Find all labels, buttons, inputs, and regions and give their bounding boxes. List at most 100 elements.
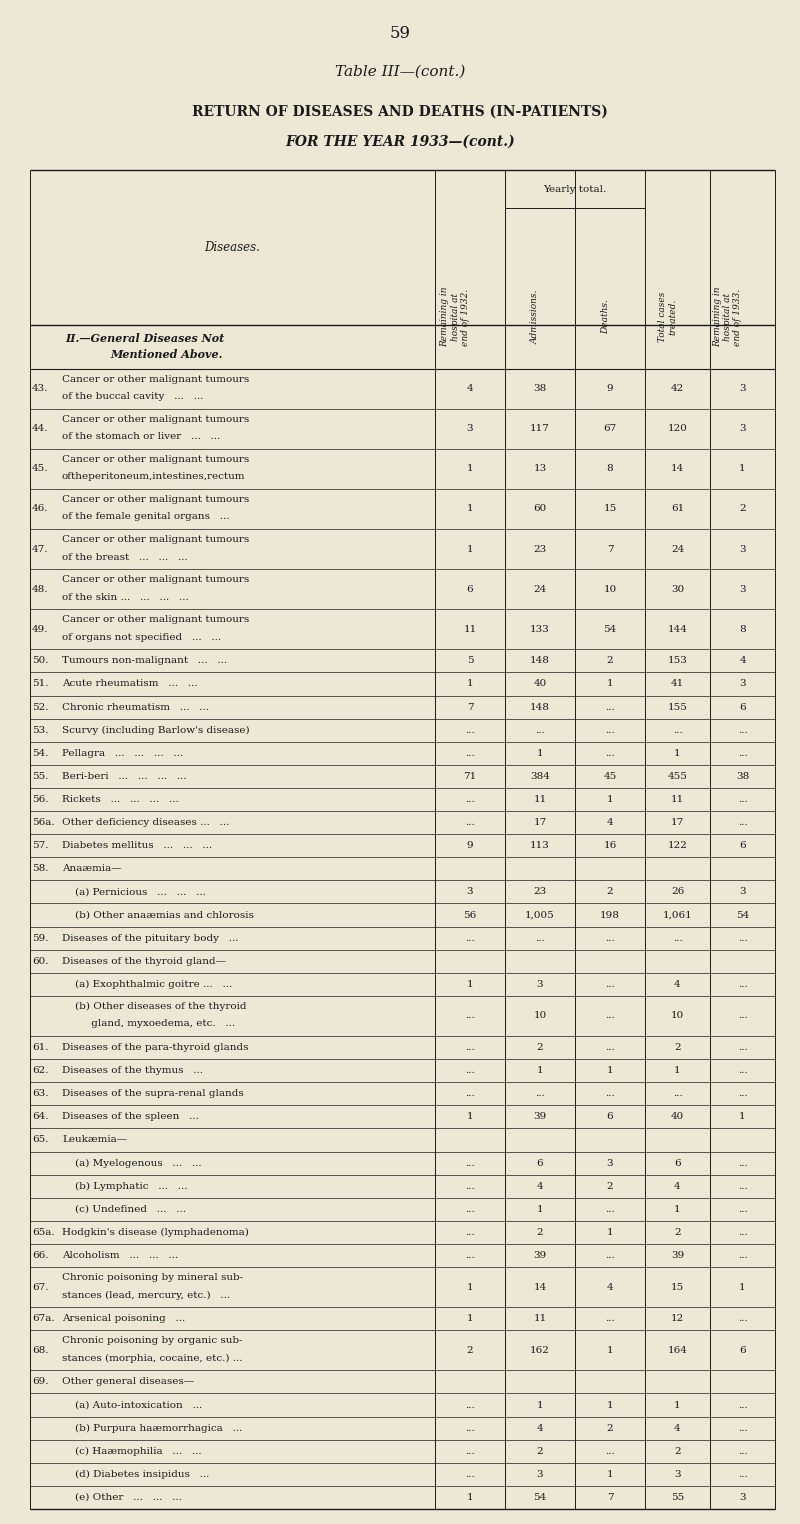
Text: 14: 14 bbox=[534, 1283, 546, 1292]
Text: 455: 455 bbox=[667, 773, 687, 780]
Text: Deaths.: Deaths. bbox=[601, 300, 610, 334]
Text: Leukæmia—: Leukæmia— bbox=[62, 1135, 127, 1145]
Text: Diseases of the para-thyroid glands: Diseases of the para-thyroid glands bbox=[62, 1042, 249, 1052]
Text: 6: 6 bbox=[674, 1158, 681, 1167]
Text: 39: 39 bbox=[534, 1113, 546, 1122]
Text: Yearly total.: Yearly total. bbox=[543, 184, 606, 194]
Text: ...: ... bbox=[738, 1012, 747, 1021]
Text: 60: 60 bbox=[534, 504, 546, 514]
Text: 1: 1 bbox=[674, 1205, 681, 1213]
Text: ...: ... bbox=[673, 934, 682, 943]
Text: ...: ... bbox=[738, 1228, 747, 1237]
Text: 1: 1 bbox=[606, 1228, 614, 1237]
Text: 1: 1 bbox=[466, 1283, 474, 1292]
Text: 7: 7 bbox=[606, 544, 614, 553]
Text: ...: ... bbox=[738, 1469, 747, 1478]
Text: ...: ... bbox=[535, 934, 545, 943]
Text: 6: 6 bbox=[466, 585, 474, 594]
Text: ...: ... bbox=[738, 1042, 747, 1052]
Text: ...: ... bbox=[465, 818, 475, 828]
Text: 4: 4 bbox=[739, 657, 746, 666]
Text: 1: 1 bbox=[466, 980, 474, 989]
Text: 59.: 59. bbox=[32, 934, 49, 943]
Text: stances (lead, mercury, etc.)   ...: stances (lead, mercury, etc.) ... bbox=[62, 1291, 230, 1300]
Text: ...: ... bbox=[605, 1205, 615, 1213]
Text: 15: 15 bbox=[671, 1283, 684, 1292]
Text: ...: ... bbox=[738, 1205, 747, 1213]
Text: 65.: 65. bbox=[32, 1135, 49, 1145]
Text: 1: 1 bbox=[606, 680, 614, 689]
Text: 2: 2 bbox=[674, 1042, 681, 1052]
Text: 1: 1 bbox=[606, 1067, 614, 1074]
Text: Cancer or other malignant tumours: Cancer or other malignant tumours bbox=[62, 616, 250, 625]
Text: 3: 3 bbox=[739, 384, 746, 393]
Text: Cancer or other malignant tumours: Cancer or other malignant tumours bbox=[62, 454, 250, 463]
Text: of organs not specified   ...   ...: of organs not specified ... ... bbox=[62, 632, 221, 642]
Text: 55: 55 bbox=[671, 1494, 684, 1503]
Text: ...: ... bbox=[465, 1181, 475, 1190]
Text: ...: ... bbox=[605, 1090, 615, 1099]
Text: 1,005: 1,005 bbox=[525, 910, 555, 919]
Text: 3: 3 bbox=[739, 887, 746, 896]
Text: 1: 1 bbox=[466, 1314, 474, 1323]
Text: 24: 24 bbox=[534, 585, 546, 594]
Text: ...: ... bbox=[738, 1067, 747, 1074]
Text: 4: 4 bbox=[674, 1423, 681, 1433]
Text: 5: 5 bbox=[466, 657, 474, 666]
Text: Remaining in
hospital at
end of 1933.: Remaining in hospital at end of 1933. bbox=[713, 287, 742, 347]
Text: 1: 1 bbox=[606, 1401, 614, 1410]
Text: 122: 122 bbox=[667, 841, 687, 850]
Text: 1: 1 bbox=[739, 1283, 746, 1292]
Text: 64.: 64. bbox=[32, 1113, 49, 1122]
Text: Chronic poisoning by mineral sub-: Chronic poisoning by mineral sub- bbox=[62, 1273, 243, 1282]
Text: ...: ... bbox=[465, 1067, 475, 1074]
Text: Other deficiency diseases ...   ...: Other deficiency diseases ... ... bbox=[62, 818, 230, 828]
Text: ...: ... bbox=[673, 725, 682, 735]
Text: ...: ... bbox=[605, 703, 615, 712]
Text: 14: 14 bbox=[671, 465, 684, 474]
Text: (c) Haæmophilia   ...   ...: (c) Haæmophilia ... ... bbox=[62, 1446, 202, 1455]
Text: 7: 7 bbox=[606, 1494, 614, 1503]
Text: 43.: 43. bbox=[32, 384, 49, 393]
Text: 11: 11 bbox=[534, 796, 546, 805]
Text: 2: 2 bbox=[537, 1228, 543, 1237]
Text: ...: ... bbox=[738, 1181, 747, 1190]
Text: ...: ... bbox=[465, 796, 475, 805]
Text: Table III—(cont.): Table III—(cont.) bbox=[335, 66, 465, 79]
Text: 23: 23 bbox=[534, 887, 546, 896]
Text: 1: 1 bbox=[606, 1346, 614, 1355]
Text: 2: 2 bbox=[674, 1228, 681, 1237]
Text: 48.: 48. bbox=[32, 585, 49, 594]
Text: 155: 155 bbox=[667, 703, 687, 712]
Text: Diabetes mellitus   ...   ...   ...: Diabetes mellitus ... ... ... bbox=[62, 841, 212, 850]
Text: 46.: 46. bbox=[32, 504, 49, 514]
Text: 55.: 55. bbox=[32, 773, 49, 780]
Text: 1: 1 bbox=[674, 748, 681, 757]
Text: Cancer or other malignant tumours: Cancer or other malignant tumours bbox=[62, 375, 250, 384]
Text: Admissions.: Admissions. bbox=[531, 290, 540, 344]
Text: 3: 3 bbox=[739, 1494, 746, 1503]
Text: 1: 1 bbox=[739, 1113, 746, 1122]
Text: ...: ... bbox=[605, 1012, 615, 1021]
Text: 2: 2 bbox=[739, 504, 746, 514]
Text: 56: 56 bbox=[463, 910, 477, 919]
Text: 61: 61 bbox=[671, 504, 684, 514]
Text: 1: 1 bbox=[466, 1494, 474, 1503]
Text: ...: ... bbox=[738, 725, 747, 735]
Text: 17: 17 bbox=[671, 818, 684, 828]
Text: 1: 1 bbox=[674, 1067, 681, 1074]
Text: 1: 1 bbox=[466, 504, 474, 514]
Text: 1: 1 bbox=[466, 1113, 474, 1122]
Text: 23: 23 bbox=[534, 544, 546, 553]
Text: Other general diseases—: Other general diseases— bbox=[62, 1378, 194, 1387]
Text: ...: ... bbox=[465, 1251, 475, 1260]
Text: ...: ... bbox=[738, 1251, 747, 1260]
Text: (a) Myelogenous   ...   ...: (a) Myelogenous ... ... bbox=[62, 1158, 202, 1167]
Text: 50.: 50. bbox=[32, 657, 49, 666]
Text: Chronic poisoning by organic sub-: Chronic poisoning by organic sub- bbox=[62, 1337, 242, 1346]
Text: 67: 67 bbox=[603, 424, 617, 433]
Text: 3: 3 bbox=[466, 424, 474, 433]
Text: 11: 11 bbox=[534, 1314, 546, 1323]
Text: Cancer or other malignant tumours: Cancer or other malignant tumours bbox=[62, 575, 250, 584]
Text: 56.: 56. bbox=[32, 796, 49, 805]
